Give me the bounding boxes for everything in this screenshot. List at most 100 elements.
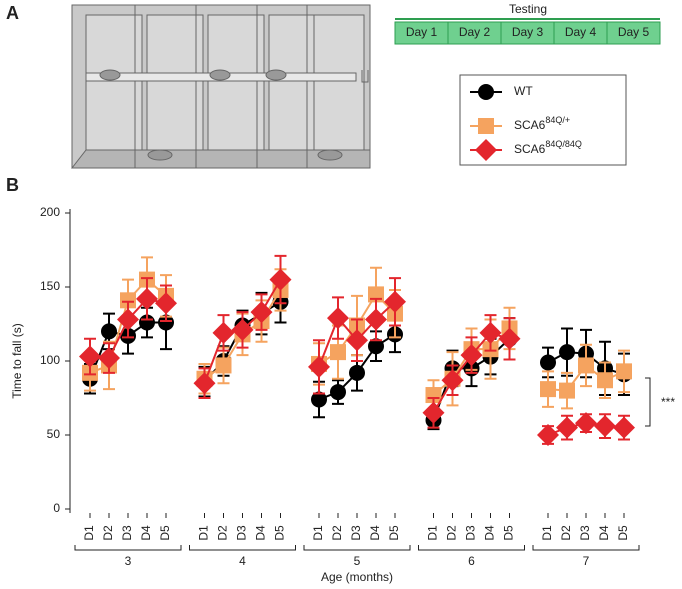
point [330,344,346,361]
group-bracket [532,545,640,551]
x-tick-label: D3 [235,525,249,541]
day-label: Day 1 [406,25,438,39]
group-bracket [74,545,182,551]
point [594,415,616,438]
point [139,314,155,331]
x-tick-label: D4 [597,525,611,541]
panel-label: A [6,3,19,23]
group-bracket [418,545,525,551]
group-label: 6 [468,554,475,568]
point [425,387,442,404]
x-tick-label: D4 [368,525,382,541]
x-tick-label: D4 [254,525,268,541]
point [327,307,349,330]
legend: WT SCA684Q/+ SCA684Q/84Q [470,84,582,161]
group-label: 5 [354,554,361,568]
day-label: Day 4 [565,25,597,39]
x-tick-label: D1 [197,525,211,541]
y-axis-title: Time to fall (s) [10,323,24,399]
point [155,292,177,315]
timeline-title: Testing [509,2,547,16]
bracket [645,377,651,427]
point [231,318,254,341]
significance: *** [661,395,675,409]
x-tick-label: D3 [349,525,363,541]
point [498,327,521,350]
point [250,301,273,324]
x-axis-title: Age (months) [321,570,393,584]
point [98,347,120,370]
point [475,139,497,161]
point [101,323,117,340]
point [597,372,613,389]
x-tick-label: D5 [616,525,630,541]
x-tick-label: D2 [559,525,573,541]
point [193,372,216,395]
point [117,308,139,331]
series [79,254,635,446]
point [540,381,556,398]
point [158,314,174,331]
point [441,369,464,392]
legend-label: SCA684Q/84Q [514,139,582,156]
y-tick-label: 100 [40,353,60,367]
x-tick-label: D5 [502,525,516,541]
x-tick-label: D5 [387,525,401,541]
group-label: 3 [125,554,132,568]
x-tick-label: D1 [82,525,96,541]
legend-label: SCA684Q/+ [514,115,570,132]
point [537,424,559,446]
point [136,287,158,310]
point [269,268,292,291]
point [330,384,346,401]
point [578,357,594,374]
x-tick-label: D5 [273,525,287,541]
group-label: 4 [239,554,246,568]
x-tick-label: D2 [445,525,459,541]
x-tick-label: D3 [464,525,478,541]
x-tick-label: D4 [139,525,153,541]
point [346,329,368,352]
y-tick-label: 150 [40,279,60,293]
day-label: Day 5 [618,25,650,39]
panel-label: B [6,175,19,195]
point [368,338,384,355]
point [559,344,575,361]
x-tick-label: D1 [311,525,325,541]
point [540,354,556,371]
point [365,308,387,331]
point [79,345,101,368]
x-tick-label: D2 [330,525,344,541]
group-label: 7 [583,554,590,568]
point [478,118,494,134]
x-tick-label: D2 [216,525,230,541]
point [460,344,483,367]
point [212,321,235,344]
day-label: Day 2 [459,25,491,39]
point [478,84,494,100]
day-label: Day 3 [512,25,544,39]
point [120,292,136,309]
point [422,401,445,424]
point [575,412,597,435]
y-tick-label: 200 [40,205,60,219]
point [308,355,330,378]
point [613,416,635,439]
y-tick-label: 0 [53,501,60,515]
point [349,364,365,381]
x-tick-label: D4 [483,525,497,541]
point [559,382,575,399]
legend-label: WT [514,84,533,98]
point [556,416,578,439]
x-tick-label: D2 [101,525,115,541]
point [215,357,232,374]
x-tick-label: D3 [120,525,134,541]
group-bracket [303,545,411,551]
point [384,290,406,313]
point [479,321,502,344]
rotarod-illustration [70,4,371,169]
group-bracket [189,545,296,551]
x-tick-label: D1 [426,525,440,541]
timeline: Day 1 Day 2 Day 3 Day 4 Day 5 [394,21,661,45]
